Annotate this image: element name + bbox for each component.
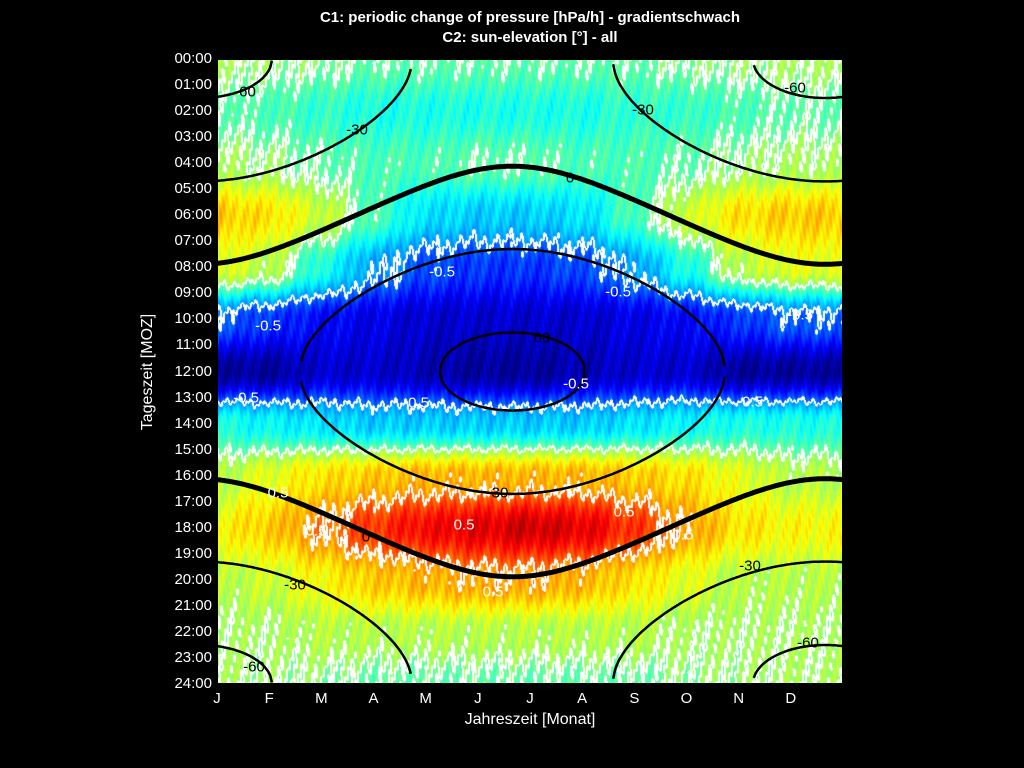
contour-label-sun: -30: [346, 121, 368, 139]
y-tick-label: 19:00: [174, 544, 212, 562]
x-tick-label: D: [785, 690, 797, 707]
contour-label-pressure: 0.5: [613, 503, 635, 521]
y-tick-label: 03:00: [174, 128, 212, 146]
plot-area: [217, 59, 843, 684]
contour-label-pressure: 0.5: [482, 583, 504, 601]
y-tick-label: 14:00: [174, 414, 212, 432]
x-tick-label: N: [733, 690, 745, 707]
contour-label-sun: 0: [565, 169, 575, 187]
contour-label-pressure: -0.5: [429, 263, 455, 281]
y-tick-label: 22:00: [174, 622, 212, 640]
x-axis-label: Jahreszeit [Monat]: [464, 711, 596, 728]
sun-elevation-contour--30: [611, 63, 843, 183]
contour-label-sun: -60: [797, 634, 819, 652]
contour-label-pressure: -0.5: [563, 375, 589, 393]
x-tick-label: A: [577, 690, 588, 707]
contour-label-pressure: -0.5: [787, 306, 813, 324]
chart-title-line-1: C1: periodic change of pressure [hPa/h] …: [319, 9, 741, 26]
contour-label-pressure: -0.5: [255, 317, 281, 335]
y-tick-label: 23:00: [174, 648, 212, 666]
contour-label-pressure: -0.5: [737, 393, 763, 411]
contour-label-sun: -30: [739, 557, 761, 575]
y-tick-label: 18:00: [174, 518, 212, 536]
y-tick-label: 11:00: [175, 336, 212, 354]
y-axis-label: Tageszeit [MOZ]: [139, 313, 156, 431]
contour-label-sun: -60: [784, 79, 806, 97]
x-tick-label: A: [368, 690, 379, 707]
y-tick-label: 17:00: [174, 492, 212, 510]
y-tick-label: 21:00: [174, 596, 212, 614]
y-tick-label: 04:00: [174, 154, 212, 172]
contour-label-sun: 60: [533, 329, 551, 347]
x-tick-label: J: [213, 690, 221, 707]
y-tick-label: 20:00: [174, 570, 212, 588]
sun-elevation-contour--60: [217, 60, 274, 99]
y-tick-label: 08:00: [174, 258, 212, 276]
sun-elevation-contour--30: [217, 560, 413, 675]
sun-elevation-contours: [217, 59, 843, 684]
contour-label-sun: -60: [234, 83, 256, 101]
x-tick-label: F: [264, 690, 274, 707]
y-tick-label: 15:00: [174, 440, 212, 458]
contour-label-pressure: 0.5: [267, 484, 289, 502]
sun-elevation-contour--30: [217, 68, 413, 183]
contour-label-sun: 0: [361, 528, 371, 546]
y-tick-label: 00:00: [174, 50, 212, 67]
pressure-heatmap: [217, 59, 843, 684]
y-tick-label: 10:00: [174, 310, 212, 328]
x-tick-label: J: [526, 690, 534, 707]
x-tick-label: O: [680, 690, 693, 707]
y-tick-label: 09:00: [174, 284, 212, 302]
sun-elevation-contour--30: [611, 560, 843, 680]
sun-elevation-contour--60: [752, 64, 843, 100]
sun-elevation-contour-30: [299, 376, 726, 496]
plot-frame: [217, 59, 843, 684]
x-tick-label: J: [474, 690, 482, 707]
y-tick-label: 05:00: [174, 180, 212, 198]
y-tick-label: 24:00: [174, 675, 212, 692]
y-tick-label: 13:00: [174, 388, 212, 406]
contour-label-pressure: -0.5: [403, 394, 429, 412]
x-tick-label: M: [315, 690, 328, 707]
contour-label-sun: -60: [243, 658, 265, 676]
contour-label-pressure: -0.5: [605, 283, 631, 301]
chart-title-line-2: C2: sun-elevation [°] - all: [442, 29, 618, 46]
sun-elevation-contour-60: [438, 331, 586, 412]
sun-elevation-contour--60: [752, 643, 843, 679]
contour-label-pressure: -0.5: [233, 389, 259, 407]
y-tick-label: 06:00: [174, 206, 212, 224]
sun-elevation-contour-0: [217, 163, 843, 267]
y-tick-label: 16:00: [174, 466, 212, 484]
y-tick-label: 07:00: [174, 232, 212, 250]
sun-elevation-contour--60: [217, 644, 274, 683]
sun-elevation-contour-0: [217, 476, 843, 580]
y-tick-label: 01:00: [174, 76, 212, 94]
contour-label-sun: -30: [284, 576, 306, 594]
contour-label-pressure: 0.5: [305, 522, 327, 540]
sun-elevation-contour-30: [299, 247, 726, 367]
contour-label-sun: 30: [491, 484, 509, 502]
contour-label-pressure: 0.5: [453, 516, 475, 534]
x-tick-label: M: [419, 690, 432, 707]
contour-label-pressure: 0.5: [672, 526, 694, 544]
x-tick-label: S: [629, 690, 640, 707]
contour-label-sun: -30: [632, 101, 654, 119]
y-tick-label: 02:00: [174, 102, 212, 120]
y-tick-label: 12:00: [174, 362, 212, 380]
